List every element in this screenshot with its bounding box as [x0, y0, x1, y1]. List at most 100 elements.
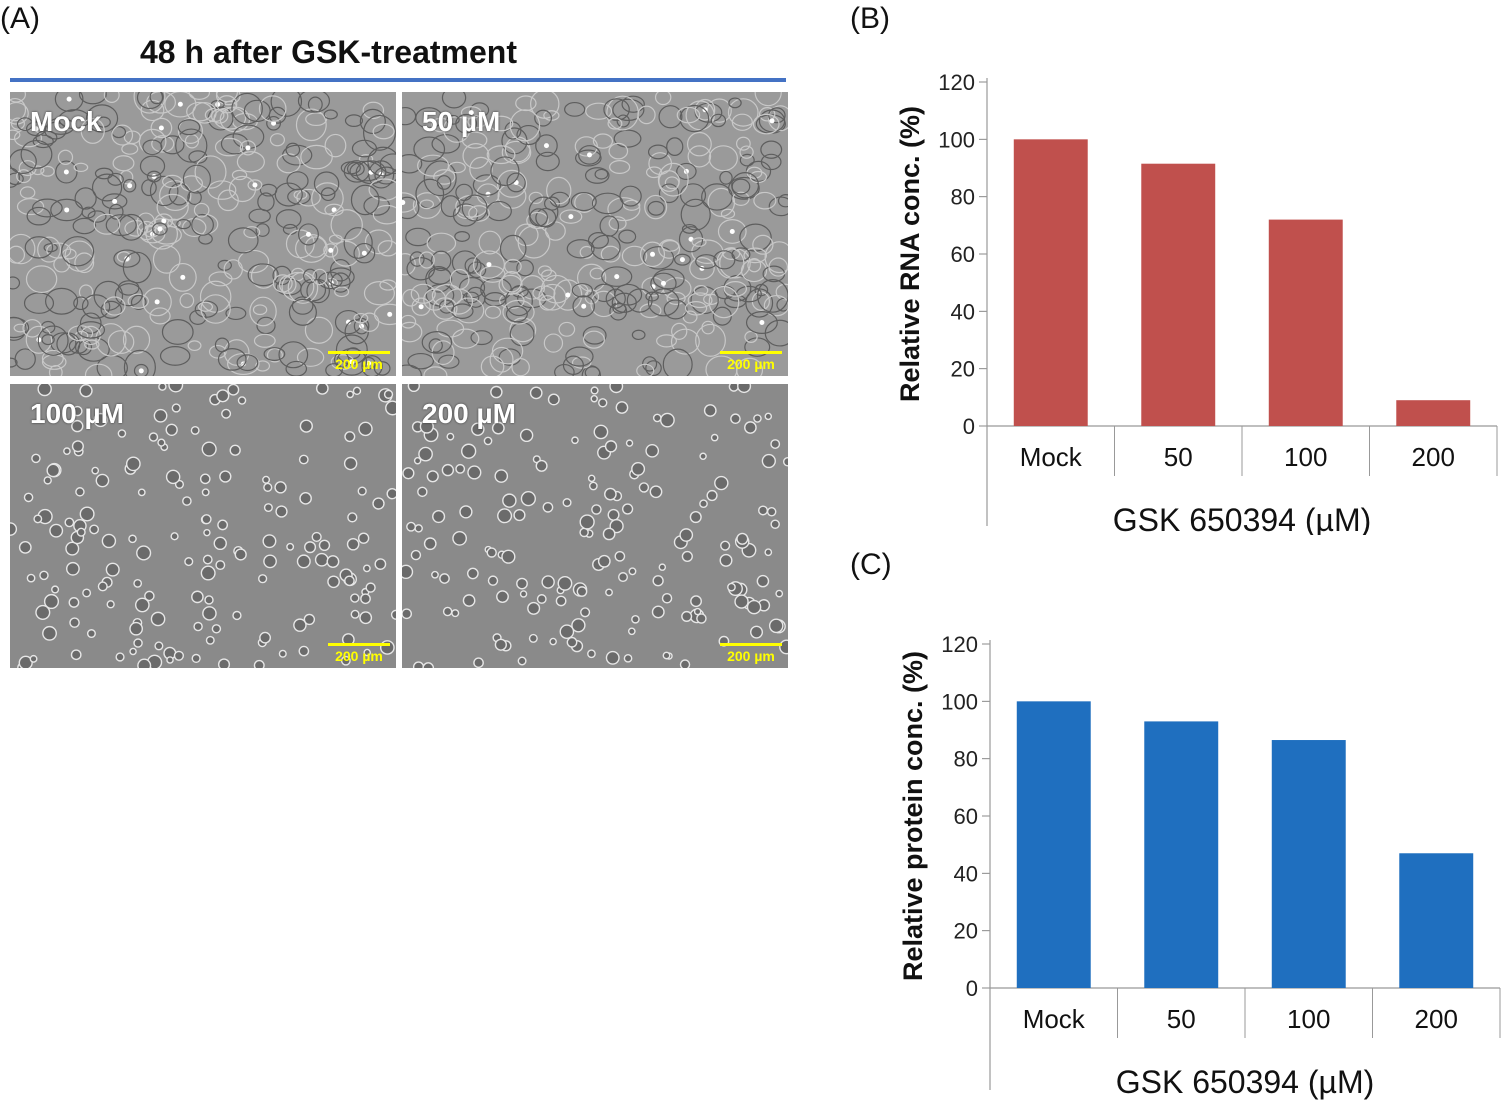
- bright-cell: [402, 199, 406, 205]
- cell-outline: [84, 363, 113, 376]
- cell-outline: [372, 204, 396, 225]
- y-tick-label: 80: [954, 747, 978, 772]
- cell-outline: [46, 242, 72, 259]
- cell-outline: [462, 142, 490, 169]
- rounded-cell: [201, 488, 210, 497]
- cell-outline: [272, 274, 293, 293]
- cell-outline: [402, 253, 416, 276]
- cell-outline: [689, 256, 715, 280]
- rounded-cell: [607, 508, 620, 521]
- cell-outline: [197, 301, 213, 312]
- rounded-cell: [764, 548, 773, 557]
- cell-outline: [431, 117, 452, 133]
- cell-outline: [419, 199, 435, 210]
- cell-outline: [616, 114, 630, 128]
- cell-outline: [656, 334, 677, 348]
- y-tick-label: 80: [951, 185, 975, 210]
- rounded-cell: [128, 534, 137, 544]
- cell-outline: [621, 245, 648, 267]
- cell-outline: [541, 269, 557, 282]
- rounded-cell: [413, 457, 422, 465]
- cell-outline: [535, 207, 557, 228]
- cell-outline: [300, 144, 333, 170]
- cell-outline: [739, 145, 754, 159]
- bright-cell: [127, 183, 133, 189]
- scale-line: [328, 643, 390, 646]
- cell-outline: [594, 168, 609, 180]
- rounded-cell: [649, 485, 663, 499]
- cell-outline: [570, 191, 597, 212]
- rounded-cell: [311, 531, 322, 543]
- cell-outline: [666, 291, 686, 305]
- rounded-cell: [422, 662, 435, 668]
- cell-outline: [243, 226, 261, 239]
- cell-outline: [216, 95, 238, 114]
- rounded-cell: [314, 552, 329, 567]
- cell-outline: [723, 281, 748, 297]
- rounded-cell: [357, 532, 370, 544]
- rounded-cell: [43, 593, 60, 610]
- cell-outline: [179, 292, 195, 309]
- cell-outline: [139, 155, 166, 177]
- rounded-cell: [227, 384, 240, 396]
- cell-outline: [103, 92, 120, 103]
- cell-outline: [54, 92, 84, 112]
- rounded-cell: [63, 447, 71, 455]
- y-tick-label: 60: [954, 804, 978, 829]
- cell-outline: [464, 257, 482, 274]
- cell-outline: [343, 227, 373, 259]
- cell-outline: [255, 223, 270, 237]
- bright-cell: [349, 359, 355, 365]
- cell-outline: [423, 366, 448, 376]
- rounded-cell: [299, 492, 312, 505]
- cell-outline: [453, 297, 485, 324]
- rounded-cell: [576, 586, 588, 597]
- rounded-cell: [471, 422, 485, 436]
- scale-line: [328, 351, 390, 354]
- cell-outline: [501, 271, 522, 293]
- cell-outline: [249, 296, 277, 327]
- cell-outline: [377, 240, 396, 257]
- rounded-cell: [217, 519, 229, 531]
- cell-outline: [528, 191, 544, 205]
- cell-outline: [538, 283, 567, 311]
- cell-outline: [156, 193, 189, 221]
- micrograph-texture: [402, 92, 788, 376]
- bright-cell: [486, 262, 492, 268]
- rounded-cell: [26, 573, 36, 583]
- cell-outline: [37, 325, 69, 356]
- y-tick-label: 120: [938, 70, 975, 95]
- scale-bar: 200 µm: [328, 351, 390, 372]
- cell-outline: [461, 194, 488, 222]
- cell-outline: [311, 182, 344, 215]
- cell-outline: [133, 92, 166, 114]
- rounded-cell: [571, 436, 579, 445]
- cell-outline: [642, 356, 658, 372]
- cell-outline: [142, 139, 163, 155]
- cell-outline: [648, 152, 673, 175]
- cell-outline: [558, 321, 576, 337]
- cell-outline: [684, 300, 708, 316]
- cell-outline: [154, 213, 174, 229]
- bright-cell: [158, 125, 164, 131]
- cell-outline: [418, 251, 435, 269]
- rounded-cell: [232, 610, 242, 621]
- cell-outline: [647, 288, 680, 317]
- rounded-cell: [136, 545, 152, 561]
- cell-outline: [676, 106, 701, 124]
- cell-outline: [607, 197, 641, 222]
- cell-outline: [719, 170, 733, 185]
- rounded-cell: [483, 436, 493, 446]
- rounded-cell: [253, 659, 265, 668]
- rounded-cell: [615, 401, 629, 414]
- bright-cell: [650, 251, 656, 257]
- rounded-cell: [407, 384, 420, 393]
- cell-outline: [752, 234, 774, 255]
- rounded-cell: [728, 384, 740, 392]
- rounded-cell: [658, 563, 667, 571]
- rounded-cell: [263, 554, 277, 569]
- y-tick-label: 100: [941, 689, 978, 714]
- cell-outline: [758, 109, 786, 133]
- cell-outline: [564, 101, 586, 117]
- cell-outline: [231, 92, 263, 125]
